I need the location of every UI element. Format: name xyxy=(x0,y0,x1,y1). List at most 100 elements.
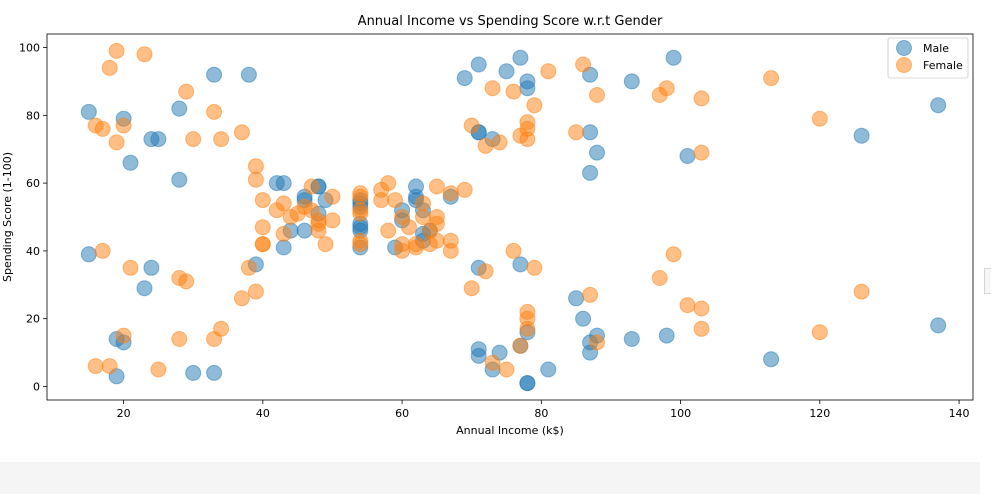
point-female-76 xyxy=(463,280,480,297)
point-male-62 xyxy=(519,375,536,392)
point-female-2 xyxy=(94,242,111,259)
point-male-76 xyxy=(623,331,640,347)
point-female-0 xyxy=(87,358,104,375)
x-tick-label: 140 xyxy=(949,407,970,420)
point-female-83 xyxy=(505,83,522,100)
point-male-12 xyxy=(171,100,188,117)
point-female-107 xyxy=(693,300,710,317)
point-female-96 xyxy=(568,124,585,141)
point-female-81 xyxy=(491,134,508,151)
point-female-26 xyxy=(247,171,264,188)
point-female-112 xyxy=(811,110,828,127)
point-female-101 xyxy=(651,270,668,286)
point-male-22 xyxy=(296,222,313,239)
point-male-10 xyxy=(150,131,167,148)
point-female-42 xyxy=(310,212,327,229)
point-male-83 xyxy=(930,317,947,334)
chart-title: Annual Income vs Spending Score w.r.t Ge… xyxy=(358,14,663,29)
point-female-78 xyxy=(477,137,494,154)
point-male-81 xyxy=(763,351,780,368)
point-male-58 xyxy=(512,49,529,66)
legend-marker-female xyxy=(896,57,912,73)
point-male-67 xyxy=(568,290,585,307)
point-male-48 xyxy=(470,56,487,73)
legend-label-male: Male xyxy=(923,42,949,55)
point-female-19 xyxy=(206,103,223,120)
point-male-20 xyxy=(275,239,292,256)
point-female-73 xyxy=(442,185,459,202)
point-male-82 xyxy=(853,127,870,144)
plot-area: 20 40 60 80 100 120 140 0 20 40 60 80 100 xyxy=(19,33,974,420)
point-female-24 xyxy=(240,259,257,276)
point-female-30 xyxy=(254,219,271,236)
x-tick-label: 60 xyxy=(395,407,409,420)
legend-marker-male xyxy=(896,40,912,56)
y-axis-ticks: 0 20 40 60 80 100 xyxy=(19,42,47,393)
point-female-63 xyxy=(415,195,431,212)
point-female-108 xyxy=(693,144,710,161)
point-male-57 xyxy=(498,63,515,80)
point-male-0 xyxy=(80,246,97,263)
point-female-77 xyxy=(477,263,494,280)
point-female-7 xyxy=(108,42,125,59)
point-female-22 xyxy=(233,290,250,307)
x-axis-label: Annual Income (k$) xyxy=(456,424,564,437)
x-tick-label: 40 xyxy=(256,407,270,420)
point-female-97 xyxy=(575,56,592,73)
point-female-54 xyxy=(380,222,397,239)
point-male-59 xyxy=(512,256,529,273)
point-male-70 xyxy=(582,124,599,141)
point-female-111 xyxy=(811,324,828,341)
point-female-38 xyxy=(303,178,320,195)
point-female-69 xyxy=(428,232,445,249)
point-female-64 xyxy=(415,209,431,225)
point-male-11 xyxy=(171,171,188,188)
point-female-27 xyxy=(247,158,264,175)
point-female-5 xyxy=(101,59,118,76)
point-female-91 xyxy=(519,114,536,131)
point-male-79 xyxy=(665,49,682,66)
point-female-13 xyxy=(171,331,188,347)
point-female-89 xyxy=(519,310,536,327)
y-axis-label: Spending Score (1-100) xyxy=(1,152,14,282)
point-female-109 xyxy=(693,90,710,107)
point-female-33 xyxy=(275,225,292,242)
point-male-68 xyxy=(575,310,592,327)
point-female-60 xyxy=(401,219,417,236)
x-tick-label: 120 xyxy=(809,407,830,420)
point-female-105 xyxy=(679,297,696,314)
point-female-68 xyxy=(428,209,445,225)
point-male-13 xyxy=(185,364,202,381)
point-female-45 xyxy=(324,212,341,229)
point-male-16 xyxy=(240,66,257,83)
point-female-113 xyxy=(853,283,870,300)
point-female-25 xyxy=(247,283,264,300)
point-female-43 xyxy=(317,236,334,253)
point-male-32 xyxy=(352,219,369,236)
point-female-29 xyxy=(254,236,271,253)
point-male-15 xyxy=(206,66,223,83)
points-layer xyxy=(80,42,947,392)
point-female-84 xyxy=(505,242,522,259)
point-female-15 xyxy=(178,273,195,290)
point-female-86 xyxy=(512,337,529,354)
point-female-34 xyxy=(275,195,292,212)
point-female-75 xyxy=(463,117,480,134)
point-female-98 xyxy=(582,286,599,303)
point-female-62 xyxy=(408,239,424,256)
point-female-16 xyxy=(178,83,195,100)
point-female-106 xyxy=(693,320,710,337)
point-female-58 xyxy=(394,236,411,253)
point-female-99 xyxy=(589,334,605,351)
point-female-70 xyxy=(428,178,445,195)
point-female-31 xyxy=(254,192,271,209)
point-male-6 xyxy=(122,154,139,171)
point-female-94 xyxy=(526,97,543,114)
point-female-92 xyxy=(519,131,536,148)
point-female-100 xyxy=(589,87,605,103)
point-female-47 xyxy=(352,236,369,253)
point-female-79 xyxy=(484,80,501,97)
scrollbar-handle[interactable] xyxy=(984,268,991,294)
point-female-4 xyxy=(101,358,118,375)
